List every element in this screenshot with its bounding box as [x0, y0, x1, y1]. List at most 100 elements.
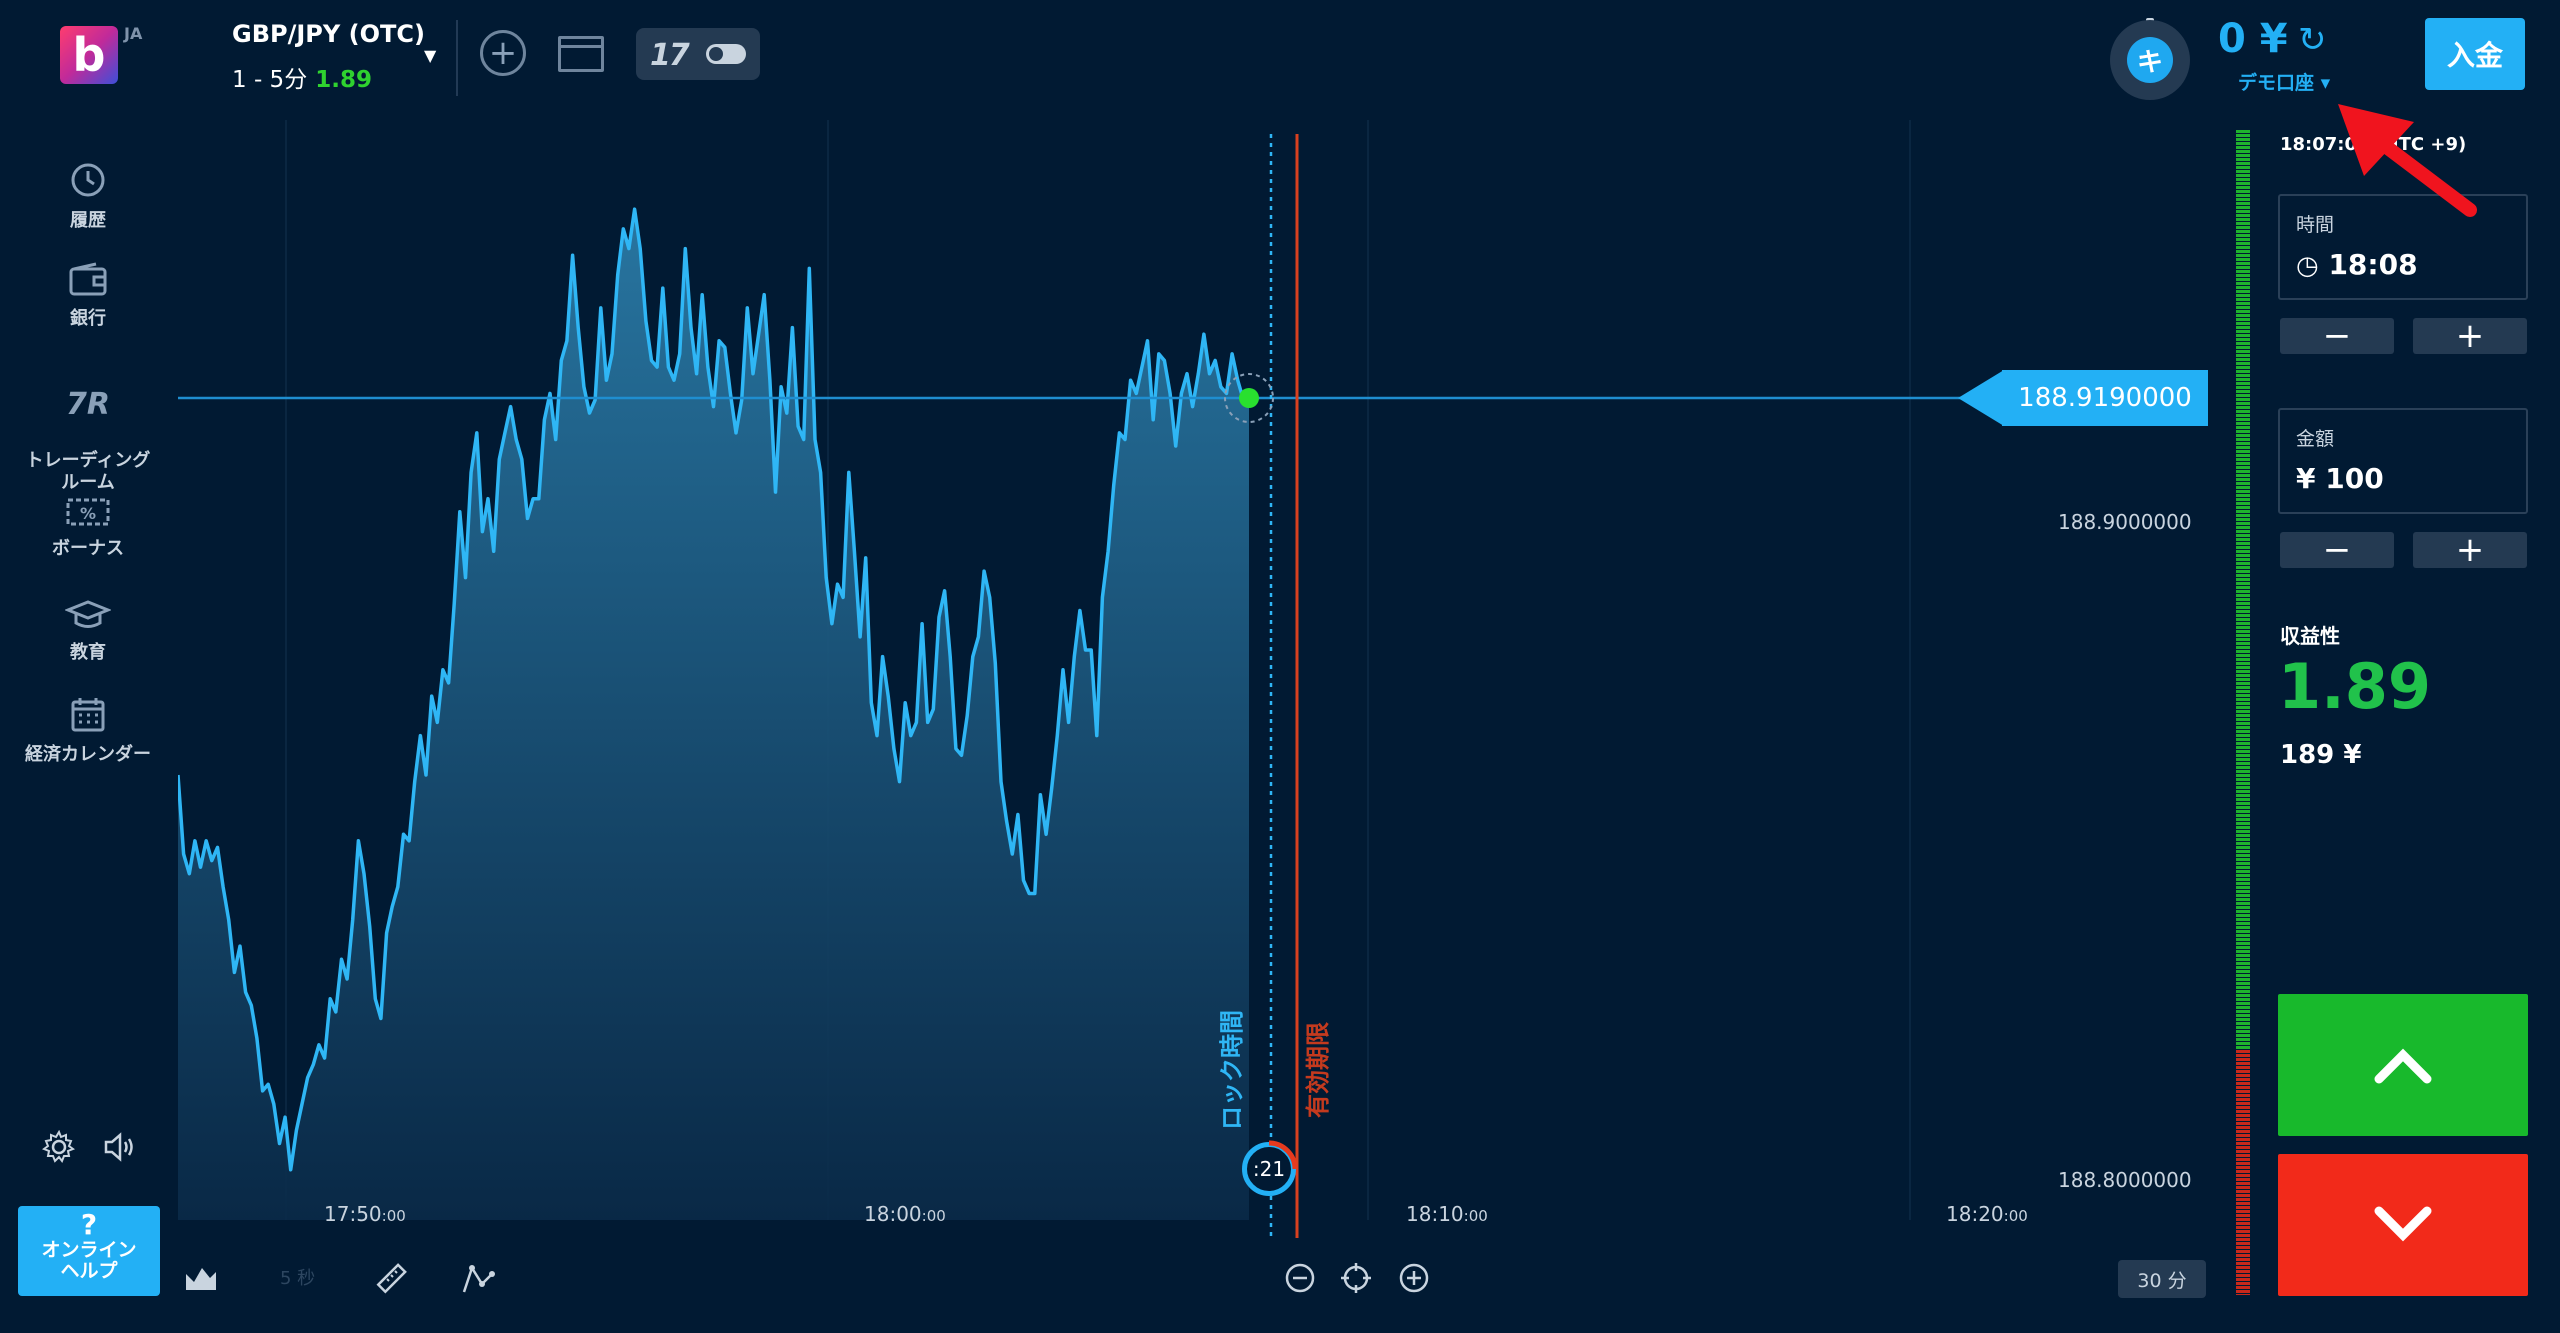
online-help-button[interactable]: ? オンライン ヘルプ: [18, 1206, 160, 1296]
time-field[interactable]: 時間 ◷ 18:08: [2278, 194, 2528, 300]
lock-time-label: ロック時間: [1218, 1010, 1246, 1130]
asset-name[interactable]: GBP/JPY (OTC): [232, 20, 425, 48]
svg-text:%: %: [80, 504, 96, 523]
tradingview-switch[interactable]: [706, 44, 746, 64]
wallet-icon: [69, 262, 107, 296]
annotation-arrow-icon: [2338, 104, 2477, 217]
sidebar-item-calendar[interactable]: 経済カレンダー: [0, 696, 176, 766]
account-type-selector[interactable]: デモ口座 ▾: [2238, 72, 2331, 94]
x-tick-label: 18:20:00: [1946, 1202, 2028, 1226]
stopwatch-button[interactable]: キ: [2110, 20, 2190, 100]
refresh-balance-icon[interactable]: ↻: [2298, 20, 2327, 60]
chart-interval-button[interactable]: 30 分: [2118, 1260, 2206, 1298]
deposit-button[interactable]: 入金: [2425, 18, 2525, 90]
amount-field[interactable]: 金額 ¥ 100: [2278, 408, 2528, 514]
add-asset-button[interactable]: +: [480, 30, 526, 76]
countdown-ring: [1268, 1140, 1298, 1170]
chevron-up-icon: [2374, 1048, 2432, 1084]
time-increase-button[interactable]: +: [2413, 318, 2527, 354]
x-tick-main: 18:20: [1946, 1202, 2004, 1226]
sidebar-item-education[interactable]: 教育: [0, 598, 176, 664]
time-value-text: 18:08: [2328, 248, 2418, 281]
current-point: [1239, 388, 1259, 408]
x-tick-sub: :00: [381, 1207, 406, 1225]
price-tag-arrow: [1958, 370, 2004, 426]
amount-field-label: 金額: [2296, 428, 2335, 450]
x-tick-sub: :00: [1463, 1207, 1488, 1225]
time-field-value: ◷ 18:08: [2296, 248, 2418, 281]
plus-icon: +: [488, 33, 518, 73]
asset-subtitle[interactable]: 1 - 5分 1.89: [232, 60, 372, 94]
profitability-value: 1.89: [2278, 650, 2431, 723]
price-line: [178, 207, 1249, 1172]
minus-icon: −: [2322, 530, 2352, 570]
time-decrease-button[interactable]: −: [2280, 318, 2394, 354]
sidebar-item-label: 履歴: [70, 210, 106, 231]
help-label-line1: オンライン: [41, 1239, 137, 1261]
bonus-icon: %: [66, 498, 110, 526]
sidebar-item-label: 経済カレンダー: [25, 744, 151, 765]
plus-icon: +: [2455, 530, 2485, 570]
current-point-halo: [1224, 373, 1274, 423]
language-selector[interactable]: JA: [124, 24, 143, 43]
sentiment-bar: [2236, 130, 2250, 1295]
sidebar-item-label: トレーディング ルーム: [25, 450, 151, 493]
sound-icon[interactable]: [102, 1130, 138, 1164]
current-price-value: 188.9190000: [2002, 370, 2208, 426]
chart-layout-button[interactable]: [558, 36, 604, 72]
sidebar-item-history[interactable]: 履歴: [0, 160, 176, 232]
stopwatch-icon: キ: [2127, 37, 2173, 83]
brand-logo[interactable]: b: [60, 26, 118, 84]
asset-payout: 1.89: [315, 67, 372, 93]
x-tick-main: 18:00: [864, 1202, 922, 1226]
drawing-tools-icon[interactable]: [460, 1262, 496, 1296]
amount-increase-button[interactable]: +: [2413, 532, 2527, 568]
x-tick-label: 17:50:00: [324, 1202, 406, 1226]
sidebar-item-label: 銀行: [70, 308, 106, 329]
price-area: [178, 209, 1249, 1220]
account-balance: 0 ¥: [2218, 16, 2288, 62]
current-price-tag: 188.9190000: [1958, 370, 2208, 426]
x-tick-main: 18:10: [1406, 1202, 1464, 1226]
reset-view-icon[interactable]: [1340, 1262, 1372, 1294]
profitability-label: 収益性: [2280, 624, 2340, 648]
amount-field-value: ¥ 100: [2296, 462, 2384, 495]
header-divider: [456, 20, 458, 96]
amount-decrease-button[interactable]: −: [2280, 532, 2394, 568]
minus-icon: −: [2322, 316, 2352, 356]
sidebar-item-trading-room[interactable]: 7R トレーディング ルーム: [0, 366, 176, 494]
sidebar-item-label: ボーナス: [52, 538, 124, 559]
expiry-label: 有効期限: [1304, 1022, 1332, 1118]
y-tick-label: 188.9000000: [2058, 510, 2192, 534]
countdown-timer: :21: [1242, 1142, 1296, 1196]
sidebar-item-bank[interactable]: 銀行: [0, 262, 176, 330]
tr-icon: 7R: [66, 387, 110, 422]
clock-icon: ◷: [2296, 251, 2319, 281]
chart-type-area-icon[interactable]: [184, 1262, 218, 1292]
chevron-down-icon: [2374, 1206, 2432, 1242]
help-label-line2: ヘルプ: [60, 1260, 118, 1282]
price-chart[interactable]: ロック時間 有効期限: [178, 120, 2208, 1240]
calendar-icon: [71, 698, 105, 732]
tick-interval-label[interactable]: 5 秒: [280, 1268, 316, 1289]
plus-icon: +: [2455, 316, 2485, 356]
history-icon: [71, 163, 105, 197]
sidebar-item-bonus[interactable]: % ボーナス: [0, 496, 176, 560]
graduation-cap-icon: [65, 600, 111, 628]
settings-gear-icon[interactable]: [42, 1130, 76, 1164]
call-up-button[interactable]: [2278, 994, 2528, 1136]
time-field-label: 時間: [2296, 214, 2335, 236]
x-tick-main: 17:50: [324, 1202, 382, 1226]
tradingview-logo-icon: 17: [650, 38, 690, 73]
profit-amount: 189 ¥: [2280, 740, 2362, 770]
ruler-icon[interactable]: [374, 1262, 408, 1296]
help-question-icon: ?: [80, 1208, 98, 1241]
x-tick-sub: :00: [921, 1207, 946, 1225]
asset-dropdown-icon[interactable]: ▼: [424, 46, 437, 65]
put-down-button[interactable]: [2278, 1154, 2528, 1296]
zoom-in-icon[interactable]: [1398, 1262, 1430, 1294]
zoom-out-icon[interactable]: [1284, 1262, 1316, 1294]
expiry-range: 1 - 5分: [232, 67, 308, 93]
x-tick-label: 18:10:00: [1406, 1202, 1488, 1226]
x-tick-label: 18:00:00: [864, 1202, 946, 1226]
